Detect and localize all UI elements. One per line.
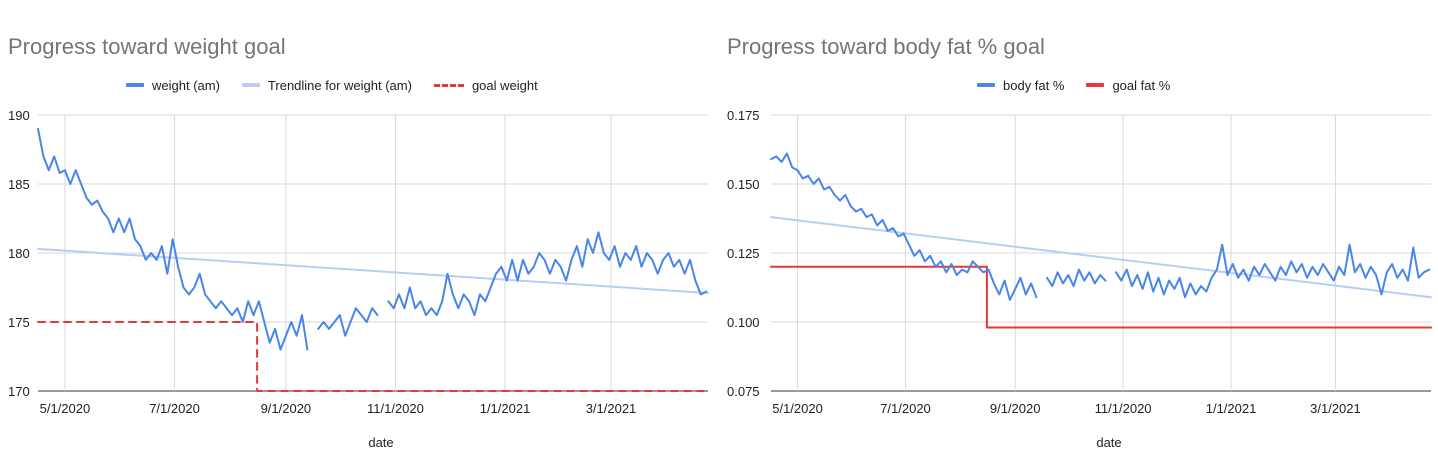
y-tick-label: 0.125 [727,246,760,261]
weight-chart-panel: Progress toward weight goal weight (am) … [8,34,709,450]
series-line-trendline-for-weight-am[interactable] [37,247,709,294]
legend-item-body-fat[interactable]: body fat % [977,78,1064,93]
chart-legend: body fat % goal fat % [977,76,1192,94]
x-tick-label: 11/1/2020 [1095,401,1152,416]
series-line-weight-am[interactable] [37,127,708,351]
x-tick-label: 3/1/2021 [1310,401,1361,416]
x-tick-label: 1/1/2021 [480,401,531,416]
y-tick-label: 0.075 [727,384,760,399]
x-tick-label: 3/1/2021 [586,401,637,416]
series-line-goal-weight[interactable] [37,321,709,392]
y-tick-label: 175 [8,315,30,330]
weight-plot-area: 170 175 180 185 190 5/1/2020 7/1/2020 9/1/2020 1… [8,108,709,450]
x-tick-label: 5/1/2020 [772,401,823,416]
y-tick-label: 170 [8,384,30,399]
x-tick-label: 11/1/2020 [367,401,424,416]
legend-item-trendline[interactable]: Trendline for weight (am) [241,77,412,93]
y-tick-label: 185 [8,177,30,192]
series-line-trendline[interactable] [770,216,1432,299]
legend-swatch [1086,83,1105,87]
legend-item-weight[interactable]: weight (am) [126,78,220,93]
x-tick-label: 7/1/2020 [149,401,200,416]
legend-label: body fat % [1003,77,1065,93]
chart-legend: weight (am) Trendline for weight (am) go… [126,76,560,94]
legend-swatch [126,83,144,87]
chart-title: Progress toward body fat % goal [727,34,1045,59]
x-tick-label: 5/1/2020 [40,401,91,416]
x-tick-label: 9/1/2020 [990,401,1041,416]
chart-title: Progress toward weight goal [8,34,286,59]
legend-label: weight (am) [152,77,220,93]
x-axis-title: date [1096,435,1121,450]
body-fat-plot-area: 0.075 0.100 0.125 0.150 0.175 5/1/2020 7/1/202… [727,108,1432,450]
legend-item-goal-fat[interactable]: goal fat % [1086,78,1170,93]
series-line-body-fat[interactable] [770,152,1431,301]
legend-swatch [241,83,260,87]
x-axis-title: date [368,435,393,450]
legend-swatch [433,83,464,87]
y-tick-label: 180 [8,246,30,261]
x-tick-label: 9/1/2020 [261,401,312,416]
y-tick-label: 0.150 [727,177,760,192]
x-tick-label: 1/1/2021 [1206,401,1257,416]
y-tick-label: 190 [8,108,30,123]
y-tick-label: 0.100 [727,315,760,330]
legend-label: goal weight [471,77,538,93]
y-tick-label: 0.175 [727,108,760,123]
body-fat-chart-panel: Progress toward body fat % goal body fat… [719,0,1438,466]
legend-label: goal fat % [1112,77,1171,93]
legend-label: Trendline for weight (am) [267,77,412,93]
legend-item-goal-weight[interactable]: goal weight [433,77,538,93]
legend-swatch [977,83,995,87]
series-line-goal-fat[interactable] [770,265,1432,329]
x-tick-label: 7/1/2020 [880,401,931,416]
